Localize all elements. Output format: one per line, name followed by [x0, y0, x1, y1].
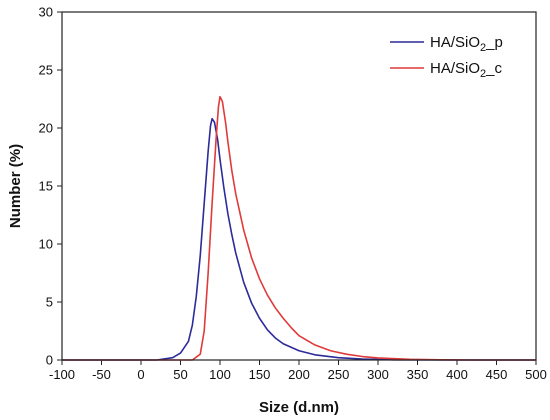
y-tick-label: 0: [46, 353, 53, 368]
series-layer: [62, 95, 536, 361]
series-line-ha-sio2-p: [62, 117, 536, 361]
y-tick-label: 25: [39, 63, 53, 78]
series-line-ha-sio2-c: [62, 95, 536, 361]
x-tick-label: 200: [288, 367, 310, 382]
y-tick-label: 5: [46, 295, 53, 310]
x-tick-label: 400: [446, 367, 468, 382]
x-tick-label: 300: [367, 367, 389, 382]
plot-frame: [61, 11, 537, 361]
y-tick-label: 30: [39, 5, 53, 20]
x-tick-label: 350: [407, 367, 429, 382]
legend-label: HA/SiO2_p: [430, 34, 503, 54]
legend: HA/SiO2_p HA/SiO2_c: [390, 34, 503, 80]
x-tick-label: 0: [137, 367, 144, 382]
x-tick-label: 450: [486, 367, 508, 382]
x-tick-label: 250: [328, 367, 350, 382]
y-tick-label: 10: [39, 237, 53, 252]
y-axis-title: Number (%): [7, 144, 24, 228]
x-tick-label: 150: [249, 367, 271, 382]
x-tick-label: 100: [209, 367, 231, 382]
axis-ticks: [57, 11, 537, 365]
x-tick-label: 50: [173, 367, 187, 382]
x-tick-label: -100: [49, 367, 75, 382]
y-tick-label: 15: [39, 179, 53, 194]
x-tick-label: -50: [92, 367, 111, 382]
x-axis-title: Size (d.nm): [259, 399, 339, 416]
legend-label: HA/SiO2_c: [430, 60, 502, 80]
x-tick-label: 500: [525, 367, 547, 382]
tick-labels: -100 -50 0 50 100 150 200 250 300 350 400 450 500 0 5 1…: [39, 5, 547, 383]
y-tick-label: 20: [39, 121, 53, 136]
